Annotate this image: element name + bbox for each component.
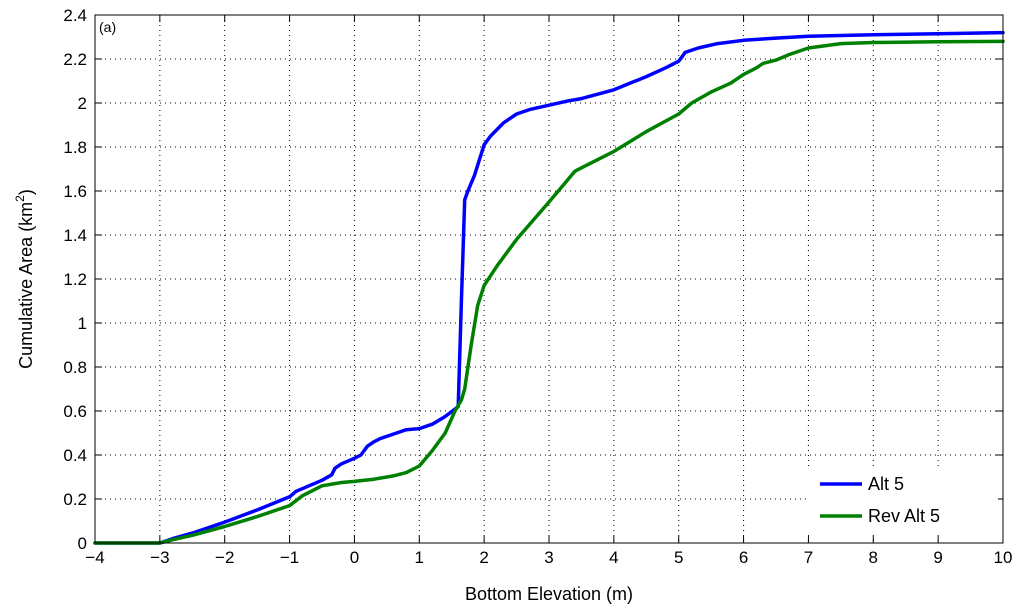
legend-label-rev-alt5: Rev Alt 5	[868, 506, 940, 526]
y-tick-label: 0.4	[63, 446, 87, 465]
y-tick-label: 1.4	[63, 226, 87, 245]
panel-label: (a)	[99, 19, 116, 35]
legend-label-alt5: Alt 5	[868, 474, 904, 494]
y-tick-label: 0.8	[63, 358, 87, 377]
x-tick-label: 3	[544, 548, 553, 567]
x-tick-label: 5	[674, 548, 683, 567]
y-tick-label: 2	[78, 94, 87, 113]
y-tick-label: 0.2	[63, 490, 87, 509]
grid	[95, 15, 1003, 543]
plot-area	[95, 15, 1003, 543]
x-tick-label: 4	[609, 548, 618, 567]
x-tick-label: −4	[85, 548, 104, 567]
y-axis-label-end: )	[16, 189, 36, 195]
x-tick-label: −2	[215, 548, 234, 567]
ticks	[94, 14, 1004, 544]
x-tick-label: 6	[739, 548, 748, 567]
y-tick-label: 2.2	[63, 50, 87, 69]
x-tick-label: 2	[479, 548, 488, 567]
y-axis-label-sup: 2	[13, 195, 27, 202]
y-tick-label: 0	[78, 534, 87, 553]
x-tick-label: 1	[415, 548, 424, 567]
series-line-1	[93, 39, 1005, 545]
x-tick-labels: −4 −3 −2 −1 0 1 2 3 4 5 6 7 8 9 10	[85, 548, 1012, 567]
series-layer	[93, 30, 1005, 545]
y-tick-label: 0.6	[63, 402, 87, 421]
y-tick-labels: 0 0.2 0.4 0.6 0.8 1 1.2 1.4 1.6 1.8 2 2.2 2.4	[63, 6, 87, 553]
x-tick-label: 10	[994, 548, 1013, 567]
y-tick-label: 1.8	[63, 138, 87, 157]
x-tick-label: −1	[280, 548, 299, 567]
x-tick-label: 8	[869, 548, 878, 567]
legend: Alt 5 Rev Alt 5	[806, 470, 998, 533]
x-tick-label: −3	[150, 548, 169, 567]
series-line-0	[93, 30, 1005, 545]
legend-box	[806, 470, 998, 533]
y-tick-label: 2.4	[63, 6, 87, 25]
y-tick-label: 1.6	[63, 182, 87, 201]
y-axis-label: Cumulative Area (km2)	[13, 189, 36, 369]
x-tick-label: 7	[804, 548, 813, 567]
y-tick-label: 1.2	[63, 270, 87, 289]
x-tick-label: 0	[350, 548, 359, 567]
x-tick-label: 9	[933, 548, 942, 567]
x-axis-label: Bottom Elevation (m)	[465, 584, 633, 604]
y-tick-label: 1	[78, 314, 87, 333]
y-axis-label-main: Cumulative Area (km	[16, 202, 36, 369]
